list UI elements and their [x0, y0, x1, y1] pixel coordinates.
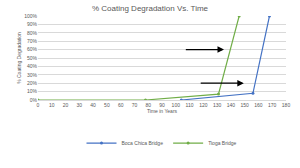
- svg-text:0%: 0%: [30, 97, 38, 103]
- svg-text:80%: 80%: [27, 30, 38, 36]
- svg-text:50%: 50%: [27, 55, 38, 61]
- svg-text:% Coating Degradation Vs. Time: % Coating Degradation Vs. Time: [92, 4, 209, 13]
- svg-text:160: 160: [254, 102, 263, 108]
- svg-text:170: 170: [268, 102, 277, 108]
- svg-text:70%: 70%: [27, 38, 38, 44]
- svg-text:120: 120: [199, 102, 208, 108]
- svg-text:% Coating Degradation: % Coating Degradation: [16, 32, 22, 84]
- svg-text:110: 110: [186, 102, 194, 108]
- svg-text:50: 50: [104, 102, 110, 108]
- svg-text:140: 140: [227, 102, 236, 108]
- svg-text:30: 30: [77, 102, 83, 108]
- svg-text:10: 10: [49, 102, 55, 108]
- svg-text:90: 90: [159, 102, 165, 108]
- svg-text:Tioga Bridge: Tioga Bridge: [208, 140, 236, 146]
- svg-text:20%: 20%: [27, 80, 38, 86]
- svg-text:70: 70: [132, 102, 138, 108]
- svg-text:100%: 100%: [24, 13, 37, 19]
- svg-text:40: 40: [90, 102, 96, 108]
- svg-text:180: 180: [282, 102, 291, 108]
- svg-text:100: 100: [172, 102, 181, 108]
- svg-text:40%: 40%: [27, 63, 38, 69]
- svg-text:130: 130: [213, 102, 222, 108]
- svg-text:20: 20: [63, 102, 69, 108]
- svg-text:60%: 60%: [27, 46, 38, 52]
- svg-text:80: 80: [145, 102, 151, 108]
- svg-text:150: 150: [240, 102, 249, 108]
- svg-text:Time in Years: Time in Years: [147, 108, 178, 114]
- svg-text:Boca Chica Bridge: Boca Chica Bridge: [122, 140, 164, 146]
- svg-text:10%: 10%: [27, 88, 38, 94]
- svg-text:90%: 90%: [27, 21, 38, 27]
- svg-text:0: 0: [37, 102, 40, 108]
- svg-text:30%: 30%: [27, 72, 38, 78]
- svg-text:60: 60: [118, 102, 124, 108]
